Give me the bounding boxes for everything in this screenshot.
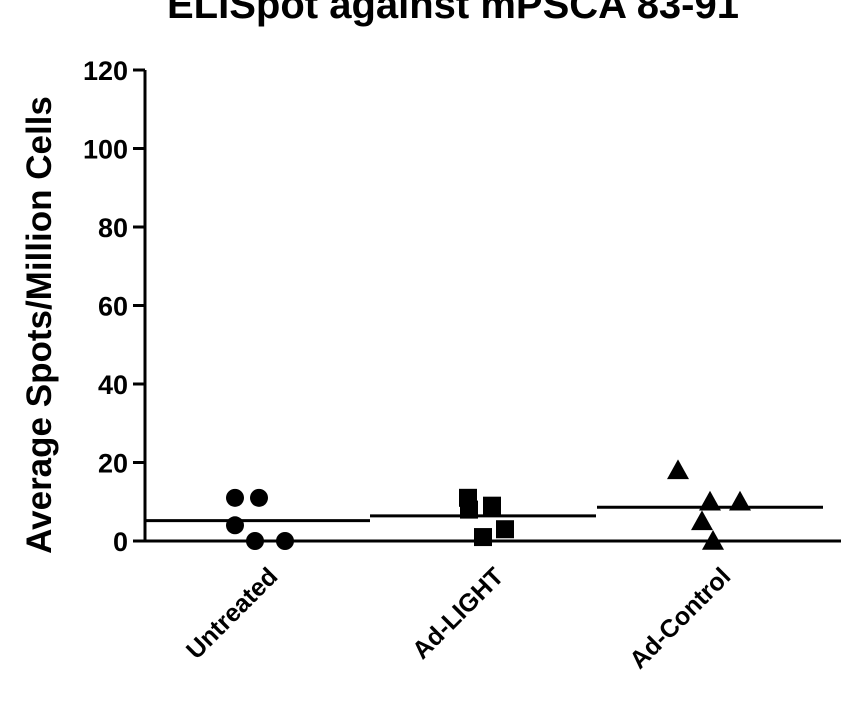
data-point-triangle: [667, 459, 689, 480]
y-tick-label: 0: [113, 527, 128, 557]
data-point-triangle: [702, 530, 724, 550]
y-axis-label: Average Spots/Million Cells: [20, 96, 59, 554]
data-points: [226, 459, 751, 550]
data-point-square: [474, 528, 492, 547]
y-axis-ticks: 0 20 40 60 80 100 120: [83, 56, 145, 557]
y-tick-label: 60: [98, 292, 128, 322]
x-category-label: Untreated: [181, 562, 283, 664]
data-point-triangle: [691, 510, 713, 531]
data-point-circle: [226, 516, 244, 535]
chart-title: ELISpot against mPSCA 83-91: [167, 0, 739, 27]
data-point-circle: [226, 488, 244, 507]
data-point-square: [460, 500, 478, 519]
data-point-circle: [276, 532, 294, 550]
y-tick-label: 40: [98, 370, 128, 400]
y-tick-label: 100: [83, 135, 128, 165]
y-tick-label: 20: [98, 449, 128, 479]
y-tick-label: 120: [83, 56, 128, 86]
y-tick-label: 80: [98, 213, 128, 243]
data-point-circle: [246, 532, 264, 550]
data-point-triangle: [729, 490, 751, 511]
data-point-square: [496, 520, 514, 539]
x-axis-category-labels: Untreated Ad-LIGHT Ad-Control: [181, 562, 736, 674]
data-point-triangle: [699, 490, 721, 511]
x-category-label: Ad-LIGHT: [407, 562, 509, 664]
x-category-label: Ad-Control: [624, 562, 736, 674]
data-point-square: [483, 496, 501, 515]
data-point-circle: [250, 488, 268, 507]
